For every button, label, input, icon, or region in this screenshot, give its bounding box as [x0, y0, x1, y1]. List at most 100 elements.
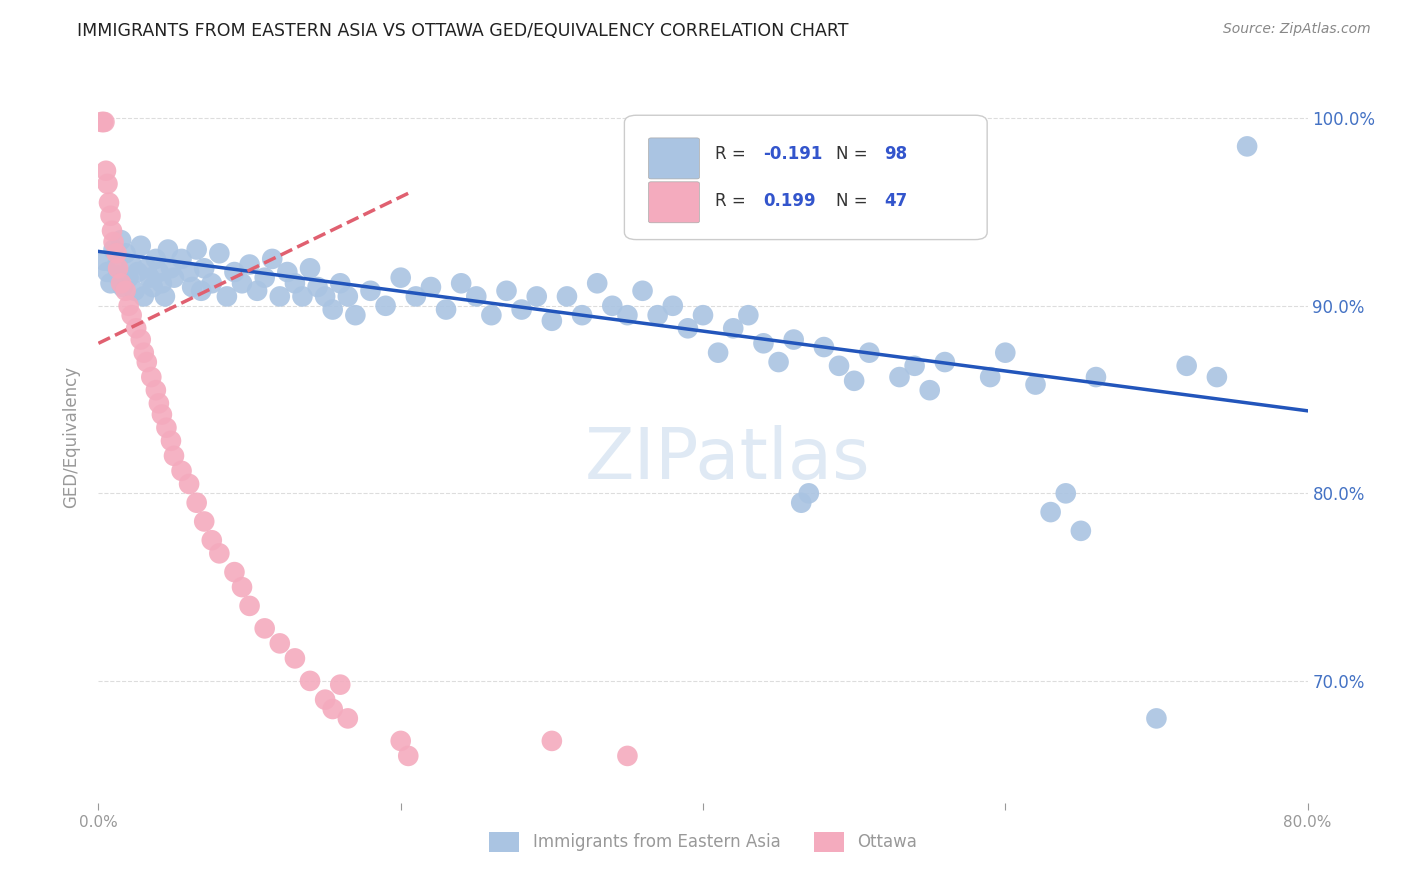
Point	[707, 345, 730, 359]
Text: 98: 98	[884, 145, 907, 163]
Point	[98, 195, 121, 210]
Point	[768, 355, 790, 369]
Point	[405, 289, 427, 303]
Point	[602, 299, 624, 313]
Point	[201, 533, 224, 548]
Point	[434, 302, 457, 317]
Point	[737, 308, 759, 322]
Point	[269, 636, 291, 650]
Point	[118, 270, 141, 285]
Point	[101, 224, 124, 238]
Point	[262, 252, 284, 266]
Point	[148, 396, 170, 410]
Point	[239, 599, 262, 613]
Point	[156, 243, 179, 257]
Point	[148, 265, 170, 279]
Point	[631, 284, 654, 298]
Point	[103, 243, 125, 257]
Point	[336, 711, 359, 725]
Point	[246, 284, 269, 298]
Point	[111, 280, 134, 294]
Point	[396, 748, 419, 763]
Point	[150, 408, 173, 422]
Point	[314, 692, 336, 706]
Point	[828, 359, 851, 373]
Point	[647, 308, 669, 322]
Point	[813, 340, 835, 354]
Point	[114, 284, 136, 298]
Point	[420, 280, 443, 294]
Point	[239, 258, 262, 272]
Point	[94, 163, 117, 178]
Point	[586, 277, 609, 291]
Point	[1236, 139, 1258, 153]
Point	[231, 277, 253, 291]
Point	[160, 261, 183, 276]
Point	[276, 265, 298, 279]
Text: 0.199: 0.199	[763, 192, 815, 210]
Point	[540, 734, 562, 748]
Point	[540, 314, 562, 328]
Point	[103, 235, 125, 249]
Point	[201, 277, 224, 291]
Point	[329, 277, 352, 291]
Point	[105, 260, 128, 274]
Point	[329, 678, 352, 692]
Point	[121, 308, 143, 322]
Point	[322, 702, 344, 716]
Point	[299, 261, 322, 276]
Point	[481, 308, 503, 322]
Point	[389, 734, 412, 748]
Point	[231, 580, 253, 594]
Point	[253, 270, 276, 285]
Point	[465, 289, 488, 303]
Point	[676, 321, 699, 335]
Text: Source: ZipAtlas.com: Source: ZipAtlas.com	[1223, 22, 1371, 37]
Point	[132, 289, 155, 303]
Point	[208, 246, 231, 260]
Point	[186, 243, 208, 257]
Legend: Immigrants from Eastern Asia, Ottawa: Immigrants from Eastern Asia, Ottawa	[481, 823, 925, 860]
Point	[93, 115, 115, 129]
Point	[139, 270, 162, 285]
Point	[181, 280, 204, 294]
Point	[322, 302, 344, 317]
Point	[336, 289, 359, 303]
Y-axis label: GED/Equivalency: GED/Equivalency	[62, 366, 80, 508]
Text: 47: 47	[884, 192, 908, 210]
Point	[132, 345, 155, 359]
Text: ZIPatlas: ZIPatlas	[585, 425, 870, 493]
Text: -0.191: -0.191	[763, 145, 823, 163]
Point	[100, 209, 122, 223]
FancyBboxPatch shape	[624, 115, 987, 240]
Point	[163, 270, 186, 285]
Point	[510, 302, 533, 317]
Point	[797, 486, 820, 500]
Point	[163, 449, 186, 463]
Point	[135, 261, 157, 276]
Point	[389, 270, 412, 285]
Point	[93, 253, 115, 268]
Point	[193, 515, 215, 529]
Point	[96, 177, 118, 191]
Point	[790, 496, 813, 510]
Point	[269, 289, 291, 303]
Point	[135, 355, 157, 369]
Point	[616, 308, 638, 322]
Point	[160, 434, 183, 448]
Point	[96, 265, 118, 279]
Point	[193, 261, 215, 276]
Text: N =: N =	[837, 192, 873, 210]
Point	[1206, 370, 1229, 384]
Point	[110, 277, 132, 291]
Point	[129, 239, 152, 253]
Point	[344, 308, 367, 322]
Point	[723, 321, 745, 335]
Point	[153, 289, 176, 303]
Point	[1054, 486, 1077, 500]
Point	[90, 115, 112, 129]
Point	[150, 277, 173, 291]
Point	[844, 374, 866, 388]
Point	[284, 277, 307, 291]
Text: N =: N =	[837, 145, 873, 163]
